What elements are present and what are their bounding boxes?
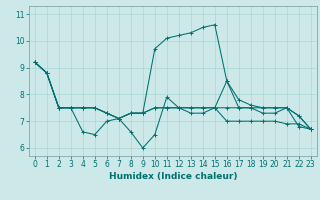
- X-axis label: Humidex (Indice chaleur): Humidex (Indice chaleur): [108, 172, 237, 181]
